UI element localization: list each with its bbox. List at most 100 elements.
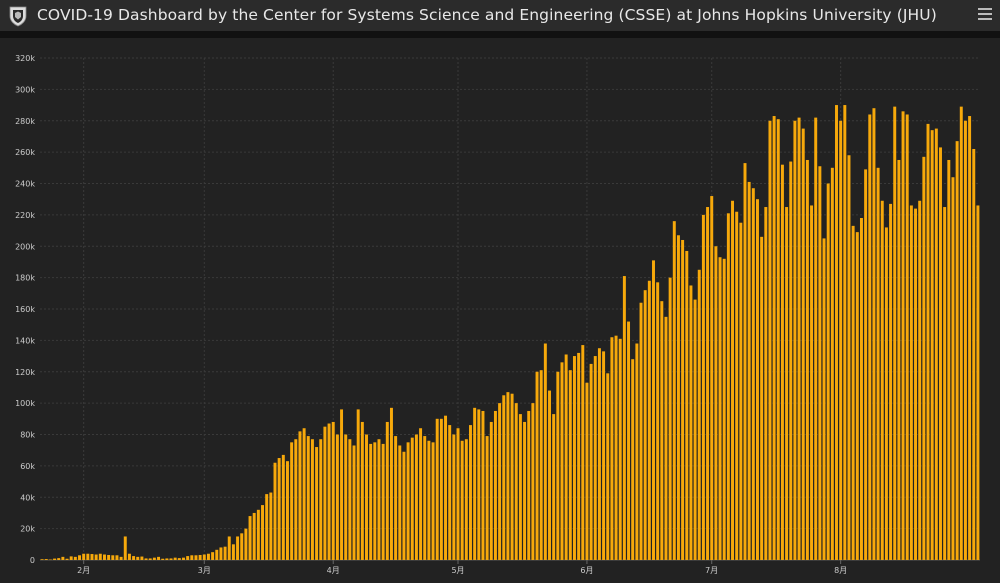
daily-bar[interactable] [868, 114, 872, 560]
daily-bar[interactable] [597, 348, 601, 560]
daily-bar[interactable] [893, 106, 897, 560]
daily-bar[interactable] [227, 536, 231, 560]
daily-bar[interactable] [805, 159, 809, 560]
daily-bar[interactable] [523, 421, 527, 560]
daily-bar[interactable] [186, 556, 190, 560]
daily-bar[interactable] [65, 558, 69, 560]
daily-bar[interactable] [419, 428, 423, 560]
daily-bar[interactable] [173, 557, 177, 560]
daily-bar[interactable] [127, 553, 131, 560]
daily-bar[interactable] [810, 205, 814, 560]
daily-bar[interactable] [556, 371, 560, 560]
daily-bar[interactable] [909, 205, 913, 560]
daily-bar[interactable] [664, 316, 668, 560]
daily-bar[interactable] [643, 290, 647, 560]
daily-bar[interactable] [830, 167, 834, 560]
daily-bar[interactable] [593, 356, 597, 560]
daily-bar[interactable] [265, 494, 269, 560]
daily-bar[interactable] [414, 434, 418, 561]
daily-bar[interactable] [132, 556, 136, 560]
daily-bar[interactable] [780, 164, 784, 560]
daily-bar[interactable] [676, 235, 680, 560]
daily-bar[interactable] [897, 159, 901, 560]
daily-bar[interactable] [48, 559, 52, 561]
daily-bar[interactable] [506, 392, 510, 560]
daily-bar[interactable] [822, 238, 826, 560]
daily-bar[interactable] [652, 260, 655, 560]
daily-bar[interactable] [90, 554, 94, 560]
daily-bar[interactable] [448, 425, 452, 560]
daily-bar[interactable] [568, 370, 572, 560]
daily-bar[interactable] [427, 440, 431, 560]
daily-bar[interactable] [531, 403, 535, 561]
daily-bar[interactable] [843, 105, 847, 560]
daily-bar[interactable] [772, 116, 776, 560]
daily-bar[interactable] [269, 492, 273, 560]
daily-bar[interactable] [290, 442, 294, 560]
daily-bar[interactable] [776, 119, 780, 561]
daily-bar[interactable] [785, 207, 789, 560]
daily-bar[interactable] [111, 555, 115, 560]
hamburger-menu-icon[interactable] [978, 8, 992, 22]
daily-bar[interactable] [972, 148, 976, 560]
daily-bar[interactable] [939, 147, 942, 561]
daily-bar[interactable] [685, 250, 689, 560]
daily-bar[interactable] [751, 188, 755, 560]
daily-bar[interactable] [976, 205, 980, 560]
daily-bar[interactable] [452, 434, 456, 561]
daily-bar[interactable] [818, 166, 822, 561]
daily-bar[interactable] [564, 354, 568, 560]
daily-bar[interactable] [40, 559, 44, 560]
daily-bar[interactable] [747, 181, 751, 560]
daily-bar[interactable] [681, 239, 685, 561]
daily-bar[interactable] [248, 516, 252, 560]
daily-bar[interactable] [543, 343, 547, 560]
daily-bar[interactable] [398, 445, 402, 560]
daily-bar[interactable] [331, 421, 335, 560]
daily-bar[interactable] [518, 414, 522, 560]
daily-bar[interactable] [872, 108, 876, 560]
daily-bar[interactable] [926, 123, 930, 560]
daily-bar[interactable] [914, 208, 918, 560]
daily-bar[interactable] [410, 437, 414, 560]
daily-bar[interactable] [930, 130, 934, 560]
daily-bar[interactable] [306, 436, 310, 560]
daily-bar[interactable] [905, 114, 909, 560]
daily-bar[interactable] [631, 359, 635, 560]
daily-bar[interactable] [61, 556, 65, 560]
daily-bar[interactable] [527, 410, 531, 560]
daily-bar[interactable] [231, 544, 235, 560]
daily-bar[interactable] [464, 439, 468, 560]
daily-bar[interactable] [498, 403, 502, 561]
daily-bar[interactable] [731, 200, 734, 560]
daily-bar[interactable] [701, 214, 705, 561]
daily-bar[interactable] [215, 549, 219, 560]
daily-bar[interactable] [44, 559, 48, 560]
daily-bar[interactable] [535, 371, 539, 560]
daily-bar[interactable] [510, 393, 514, 560]
daily-bar[interactable] [82, 553, 86, 560]
daily-bar[interactable] [406, 442, 410, 560]
daily-bar[interactable] [697, 269, 701, 560]
daily-bar[interactable] [423, 436, 427, 560]
daily-bar[interactable] [86, 553, 90, 560]
daily-bar[interactable] [323, 426, 327, 560]
daily-bar[interactable] [502, 395, 506, 560]
daily-bar[interactable] [53, 558, 57, 560]
daily-bar[interactable] [310, 439, 314, 560]
daily-bar[interactable] [963, 120, 967, 560]
daily-bar[interactable] [489, 421, 493, 560]
daily-bar[interactable] [244, 528, 248, 561]
daily-bar[interactable] [581, 345, 585, 560]
daily-bar[interactable] [577, 352, 581, 560]
daily-bar[interactable] [635, 343, 639, 560]
daily-bar[interactable] [481, 410, 485, 560]
daily-bar[interactable] [377, 439, 381, 560]
daily-bar[interactable] [793, 120, 797, 560]
daily-bar[interactable] [435, 418, 439, 560]
daily-bar[interactable] [182, 557, 185, 560]
daily-bar[interactable] [768, 120, 772, 560]
daily-bar[interactable] [360, 421, 364, 560]
daily-bar[interactable] [389, 407, 393, 560]
daily-bar[interactable] [876, 167, 880, 560]
